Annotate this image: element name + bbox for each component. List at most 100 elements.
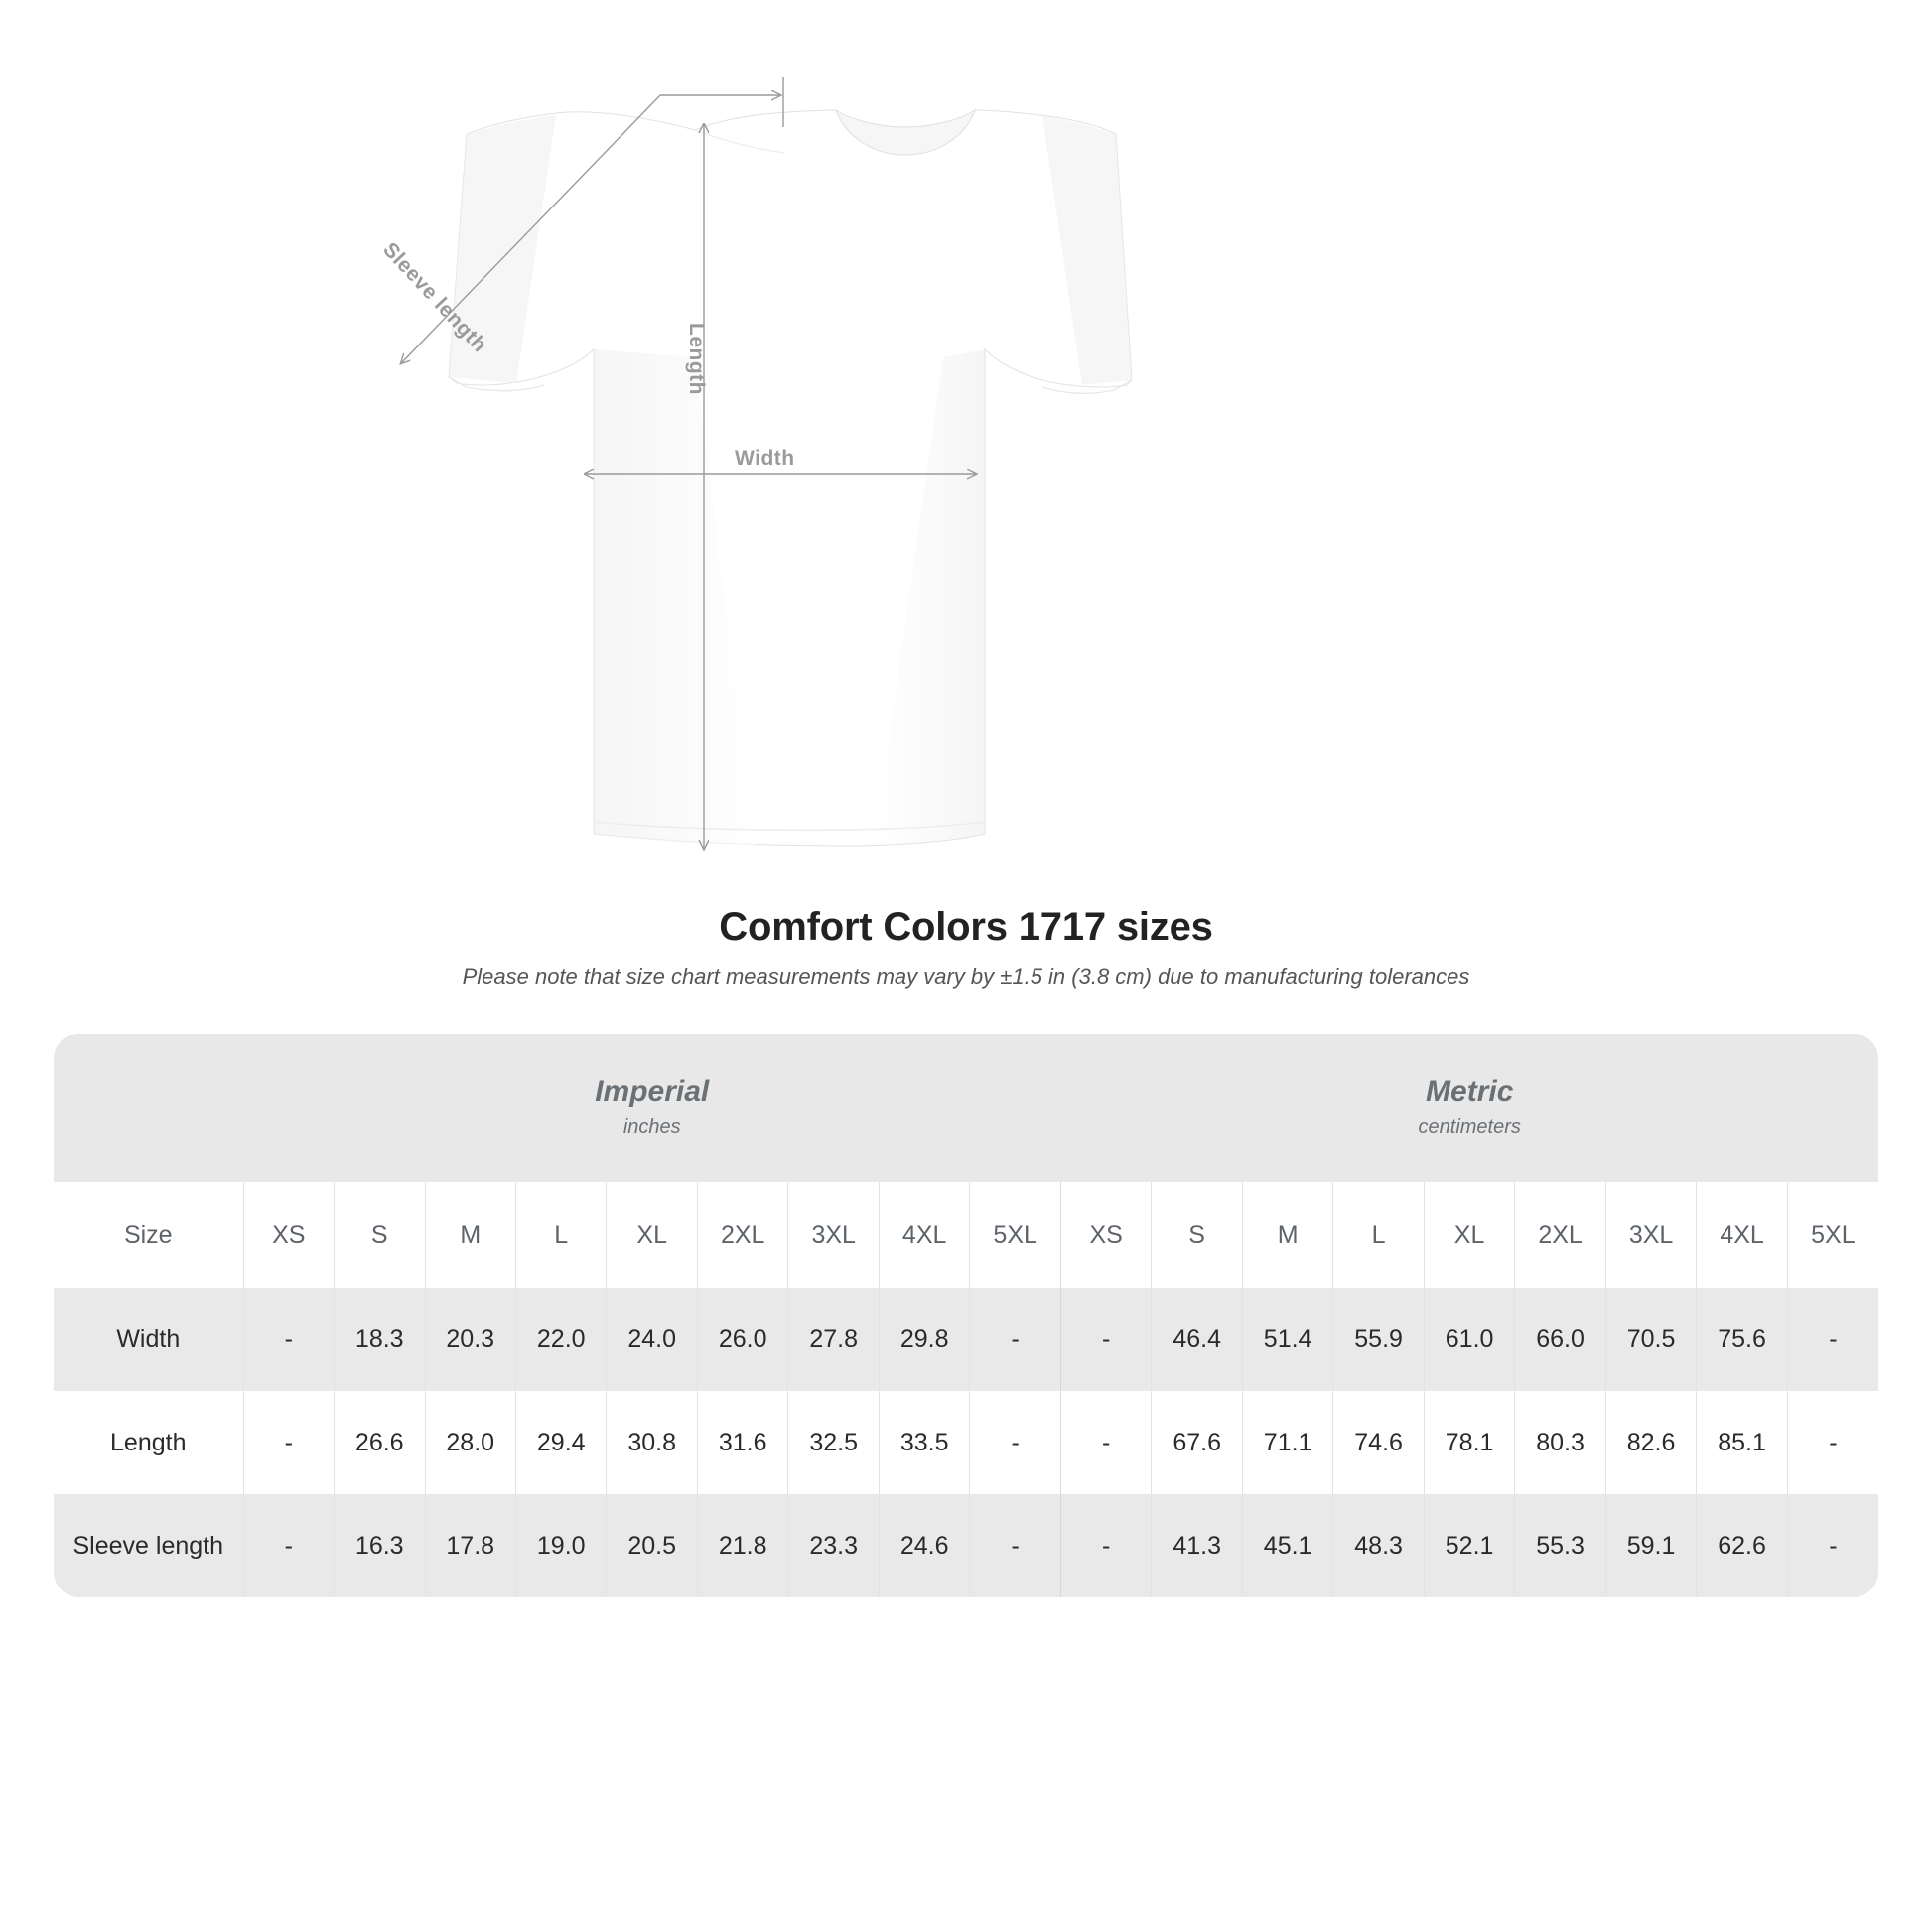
- size-header-metric-xl: XL: [1423, 1182, 1515, 1288]
- measure-label-width: Width: [54, 1288, 244, 1391]
- group-name: Metric: [1426, 1075, 1514, 1109]
- group-header-imperial: Imperial inches: [243, 1034, 1061, 1182]
- unit-group-header-row: Imperial inches Metric centimeters: [54, 1034, 1878, 1182]
- group-unit: centimeters: [1418, 1115, 1521, 1138]
- cell-metric-4xl: 62.6: [1696, 1494, 1788, 1597]
- cell-imperial-xl: 20.5: [606, 1494, 698, 1597]
- size-header-imperial-s: S: [334, 1182, 425, 1288]
- size-header-imperial-2xl: 2XL: [696, 1182, 788, 1288]
- size-header-metric-m: M: [1241, 1182, 1333, 1288]
- tolerance-note: Please note that size chart measurements…: [462, 964, 1470, 989]
- cell-metric-m: 45.1: [1241, 1494, 1333, 1597]
- cell-metric-s: 41.3: [1151, 1494, 1243, 1597]
- cell-metric-4xl: 85.1: [1696, 1391, 1788, 1494]
- cell-metric-l: 48.3: [1332, 1494, 1425, 1597]
- cell-metric-3xl: 70.5: [1604, 1288, 1697, 1391]
- size-header-imperial-4xl: 4XL: [878, 1182, 970, 1288]
- cell-imperial-m: 28.0: [424, 1391, 516, 1494]
- tshirt-illustration: [0, 77, 1133, 894]
- size-header-metric-l: L: [1332, 1182, 1425, 1288]
- size-header-metric-xs: XS: [1059, 1182, 1152, 1288]
- cell-imperial-s: 18.3: [334, 1288, 425, 1391]
- cell-metric-xl: 52.1: [1423, 1494, 1515, 1597]
- table-row: Length -26.6 28.0 29.4 30.8 31.6 32.5 33.5- -67.…: [54, 1391, 1878, 1494]
- measure-label-length: Length: [54, 1391, 244, 1494]
- cell-imperial-4xl: 29.8: [878, 1288, 970, 1391]
- table-row: Width -18.3 20.3 22.0 24.0 26.0 27.8 29.8- -46.4…: [54, 1288, 1878, 1391]
- cell-metric-4xl: 75.6: [1696, 1288, 1788, 1391]
- group-header-metric: Metric centimeters: [1060, 1034, 1878, 1182]
- cell-metric-3xl: 82.6: [1604, 1391, 1697, 1494]
- size-header-imperial-5xl: 5XL: [969, 1182, 1061, 1288]
- size-header-imperial-xs: XS: [242, 1182, 335, 1288]
- cell-imperial-2xl: 26.0: [696, 1288, 788, 1391]
- cell-imperial-4xl: 33.5: [878, 1391, 970, 1494]
- cell-imperial-m: 20.3: [424, 1288, 516, 1391]
- cell-metric-xs: -: [1059, 1391, 1152, 1494]
- cell-metric-xl: 78.1: [1423, 1391, 1515, 1494]
- cell-metric-2xl: 55.3: [1514, 1494, 1606, 1597]
- size-header-imperial-m: M: [424, 1182, 516, 1288]
- size-header-metric-3xl: 3XL: [1604, 1182, 1697, 1288]
- tshirt-diagram: Sleeve length Length Width: [0, 0, 1932, 894]
- cell-imperial-xs: -: [242, 1494, 335, 1597]
- cell-imperial-xs: -: [242, 1288, 335, 1391]
- cell-imperial-xl: 30.8: [606, 1391, 698, 1494]
- cell-imperial-3xl: 23.3: [787, 1494, 880, 1597]
- cell-imperial-s: 26.6: [334, 1391, 425, 1494]
- cell-imperial-l: 29.4: [514, 1391, 607, 1494]
- cell-metric-5xl: -: [1786, 1288, 1878, 1391]
- size-header-metric-s: S: [1151, 1182, 1243, 1288]
- group-unit: inches: [622, 1115, 681, 1138]
- cell-imperial-s: 16.3: [334, 1494, 425, 1597]
- page-title: Comfort Colors 1717 sizes: [719, 905, 1213, 949]
- size-header-metric-4xl: 4XL: [1696, 1182, 1788, 1288]
- cell-imperial-m: 17.8: [424, 1494, 516, 1597]
- size-header-row: Size XS S M L XL 2XL 3XL 4XL 5XL XS S M L XL 2XL 3XL 4XL 5…: [54, 1182, 1878, 1288]
- length-label: Length: [685, 323, 708, 395]
- group-name: Imperial: [595, 1075, 710, 1109]
- size-chart-container: Imperial inches Metric centimeters Size XS S M L…: [54, 1034, 1878, 1597]
- cell-metric-2xl: 80.3: [1514, 1391, 1606, 1494]
- cell-imperial-3xl: 32.5: [787, 1391, 880, 1494]
- cell-metric-l: 55.9: [1332, 1288, 1425, 1391]
- cell-metric-m: 51.4: [1241, 1288, 1333, 1391]
- size-chart-table: Imperial inches Metric centimeters Size XS S M L…: [54, 1034, 1878, 1597]
- cell-metric-l: 74.6: [1332, 1391, 1425, 1494]
- cell-imperial-4xl: 24.6: [878, 1494, 970, 1597]
- cell-imperial-5xl: -: [969, 1391, 1061, 1494]
- tshirt-shape: [448, 108, 1133, 847]
- table-row: Sleeve length -16.3 17.8 19.0 20.5 21.8 23.3 24…: [54, 1494, 1878, 1597]
- cell-imperial-xs: -: [242, 1391, 335, 1494]
- size-header-metric-2xl: 2XL: [1514, 1182, 1606, 1288]
- cell-metric-m: 71.1: [1241, 1391, 1333, 1494]
- cell-imperial-xl: 24.0: [606, 1288, 698, 1391]
- cell-imperial-5xl: -: [969, 1288, 1061, 1391]
- cell-imperial-l: 22.0: [514, 1288, 607, 1391]
- cell-metric-xl: 61.0: [1423, 1288, 1515, 1391]
- measure-label-sleeve-length: Sleeve length: [54, 1494, 244, 1597]
- size-header-metric-5xl: 5XL: [1786, 1182, 1878, 1288]
- cell-imperial-l: 19.0: [514, 1494, 607, 1597]
- width-label: Width: [735, 447, 795, 470]
- cell-metric-xs: -: [1059, 1494, 1152, 1597]
- cell-metric-xs: -: [1059, 1288, 1152, 1391]
- chart-heading-block: Comfort Colors 1717 sizes Please note th…: [0, 905, 1932, 990]
- size-header-imperial-xl: XL: [606, 1182, 698, 1288]
- cell-metric-3xl: 59.1: [1604, 1494, 1697, 1597]
- cell-metric-2xl: 66.0: [1514, 1288, 1606, 1391]
- group-header-spacer: [54, 1034, 244, 1182]
- cell-imperial-3xl: 27.8: [787, 1288, 880, 1391]
- size-header-imperial-l: L: [514, 1182, 607, 1288]
- cell-metric-5xl: -: [1786, 1391, 1878, 1494]
- size-label-cell: Size: [54, 1182, 244, 1288]
- cell-metric-s: 67.6: [1151, 1391, 1243, 1494]
- measurement-guides: [401, 77, 976, 849]
- cell-imperial-2xl: 21.8: [696, 1494, 788, 1597]
- sleeve-length-arrow: [401, 94, 661, 363]
- size-header-imperial-3xl: 3XL: [787, 1182, 880, 1288]
- cell-imperial-2xl: 31.6: [696, 1391, 788, 1494]
- cell-imperial-5xl: -: [969, 1494, 1061, 1597]
- cell-metric-s: 46.4: [1151, 1288, 1243, 1391]
- cell-metric-5xl: -: [1786, 1494, 1878, 1597]
